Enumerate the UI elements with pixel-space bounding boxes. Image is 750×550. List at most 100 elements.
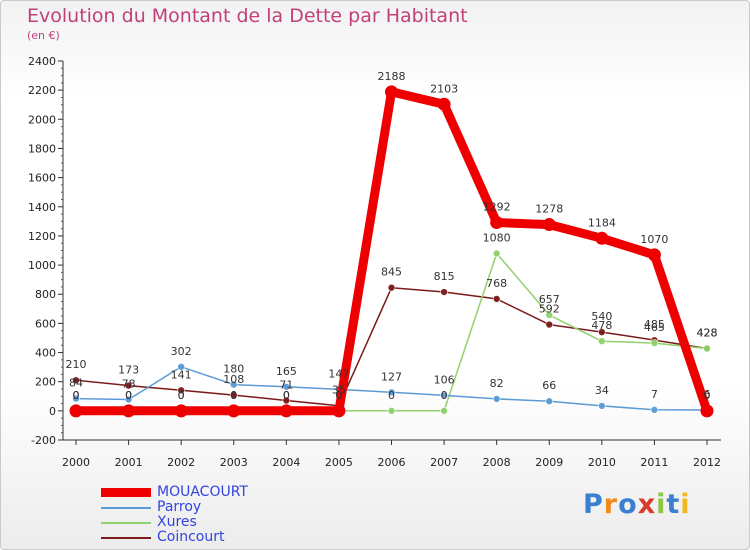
y-tick-label: 1000 (28, 259, 56, 272)
x-tick-label: 2002 (167, 456, 195, 469)
data-label: 845 (381, 266, 402, 279)
data-point (598, 337, 606, 345)
y-tick-label: 2400 (28, 55, 56, 68)
data-point (598, 402, 606, 410)
data-label: 465 (644, 321, 665, 334)
legend-item-parroy: Parroy (101, 500, 248, 515)
data-point (492, 395, 501, 403)
x-tick-label: 2007 (430, 456, 458, 469)
legend-item-xures: Xures (101, 515, 248, 530)
data-label: 1292 (483, 201, 511, 214)
data-point (387, 388, 396, 397)
data-label: 1184 (588, 216, 616, 229)
data-point (700, 404, 714, 418)
data-point (490, 216, 504, 230)
data-label: 2188 (378, 70, 406, 83)
data-label: 71 (279, 378, 293, 391)
data-label: 108 (223, 373, 244, 386)
data-point (332, 404, 346, 418)
legend-swatch (101, 521, 151, 524)
data-point (437, 97, 451, 111)
data-label: 478 (591, 319, 612, 332)
data-label: 0 (73, 389, 80, 402)
legend-item-mouacourt: MOUACOURT (101, 485, 248, 500)
data-label: 428 (697, 326, 718, 339)
data-label: 180 (223, 363, 244, 376)
data-point (595, 231, 609, 245)
logo-letter: P (583, 489, 604, 520)
data-point (440, 288, 448, 296)
y-tick-label: 1200 (28, 230, 56, 243)
data-label: 485 (644, 318, 665, 331)
x-tick-label: 2010 (588, 456, 616, 469)
y-tick-label: 800 (35, 288, 56, 301)
data-label: 0 (441, 389, 448, 402)
y-tick-label: 1400 (28, 201, 56, 214)
data-label: 34 (595, 384, 609, 397)
legend: MOUACOURT Parroy Xures Coincourt (101, 485, 248, 545)
y-tick-label: 600 (35, 317, 56, 330)
x-tick-label: 2006 (378, 456, 406, 469)
x-tick-label: 2008 (483, 456, 511, 469)
data-label: 7 (651, 388, 658, 401)
data-point (598, 328, 606, 336)
data-label: 173 (118, 364, 139, 377)
data-label: 768 (486, 277, 507, 290)
legend-label: Xures (157, 514, 197, 530)
data-label: 0 (388, 389, 395, 402)
series-parroy (72, 363, 711, 414)
legend-item-coincourt: Coincourt (101, 530, 248, 545)
data-label: 0 (283, 389, 290, 402)
x-tick-label: 2011 (640, 456, 668, 469)
data-point (72, 394, 80, 403)
data-label: 540 (591, 310, 612, 323)
data-label: 210 (66, 358, 87, 371)
data-point (440, 391, 448, 400)
x-tick-label: 2005 (325, 456, 353, 469)
x-tick-label: 2012 (693, 456, 721, 469)
data-label: 141 (171, 368, 192, 381)
logo-letter: t (666, 489, 681, 520)
data-point (177, 386, 185, 395)
series-mouacourt (69, 85, 714, 418)
data-label: 657 (539, 293, 560, 306)
data-label: 6 (704, 388, 711, 401)
data-point (650, 406, 659, 414)
data-label: 0 (704, 389, 711, 402)
data-label: 0 (125, 389, 132, 402)
data-point (387, 407, 396, 415)
data-label: 84 (69, 377, 83, 390)
data-label: 0 (125, 389, 132, 402)
data-point (124, 381, 133, 390)
x-tick-label: 2004 (272, 456, 300, 469)
series-line (71, 87, 712, 416)
data-point (122, 404, 136, 418)
data-point (227, 404, 241, 418)
y-tick-label: 0 (49, 405, 56, 418)
data-point (282, 396, 291, 405)
data-label: 2103 (430, 82, 458, 95)
data-label: 78 (122, 377, 136, 390)
legend-swatch (101, 506, 151, 509)
logo-letter: o (618, 489, 638, 520)
data-label: 0 (230, 389, 237, 402)
data-point (647, 248, 661, 262)
data-point (229, 391, 238, 399)
data-label: 0 (335, 389, 342, 402)
data-label: 815 (434, 270, 455, 283)
data-label: 82 (490, 377, 504, 390)
data-point (542, 218, 556, 232)
data-point (279, 404, 293, 418)
legend-label: MOUACOURT (157, 484, 248, 500)
y-tick-label: 400 (35, 347, 56, 360)
x-tick-label: 2000 (62, 456, 90, 469)
data-label: 0 (335, 389, 342, 402)
data-point (124, 395, 133, 404)
data-label: 302 (171, 345, 192, 358)
data-label: 1080 (483, 231, 511, 244)
data-point (492, 249, 501, 258)
data-label: 0 (230, 389, 237, 402)
data-point (545, 397, 554, 406)
x-tick-label: 2001 (115, 456, 143, 469)
